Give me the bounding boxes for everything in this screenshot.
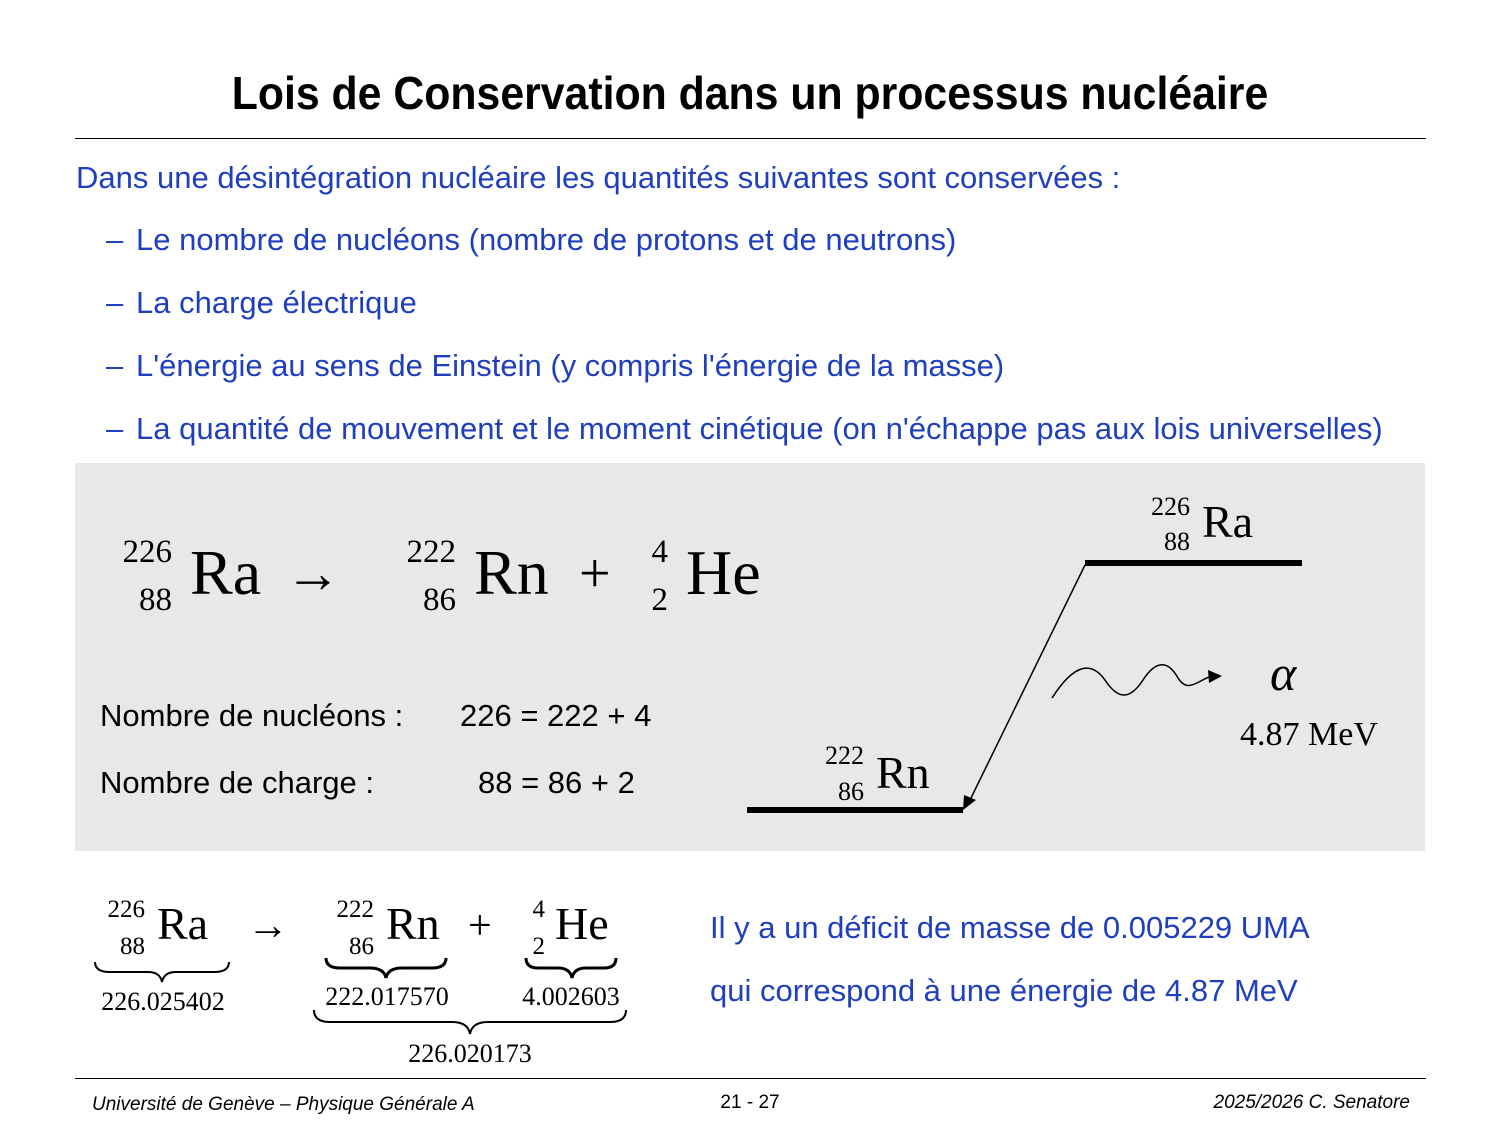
bullet-text: La quantité de mouvement et le moment ci… <box>136 411 1383 446</box>
plus-sign: + <box>579 543 611 605</box>
daughter-symbol: Rn <box>474 537 549 608</box>
alpha-mass-number: 4 <box>652 534 669 570</box>
nucleons-equation: 226 = 222 + 4 <box>460 698 652 733</box>
lower-level-mass-number: 222 <box>825 741 864 770</box>
upper-level-atomic-number: 88 <box>1164 527 1190 556</box>
emission-wave <box>1051 664 1213 699</box>
footer-institution: Université de Genève – Physique Générale… <box>92 1094 475 1115</box>
upper-level-mass-number: 226 <box>1151 492 1190 521</box>
upper-level-symbol: Ra <box>1202 496 1253 547</box>
parent-atomic-number: 88 <box>139 582 172 618</box>
main-reaction-equation: 226 88 Ra → 222 86 Rn + 4 2 He <box>123 534 761 618</box>
parent-mass-value: 226.025402 <box>101 987 225 1016</box>
bullet-text: L'énergie au sens de Einstein (y compris… <box>136 348 1005 383</box>
bullet-text: Le nombre de nucléons (nombre de protons… <box>136 222 957 257</box>
alpha-brace <box>524 957 618 979</box>
decay-transition-line <box>969 564 1086 801</box>
mass-deficit-text: Il y a un déficit de masse de 0.005229 U… <box>710 910 1310 945</box>
bottom-plus-sign: + <box>468 903 492 949</box>
title-divider <box>75 138 1426 139</box>
parent-symbol: Ra <box>190 537 261 608</box>
bottom-reaction-arrow: → <box>247 903 289 949</box>
products-brace <box>313 1009 627 1035</box>
bottom-daughter-mass-number: 222 <box>337 896 375 923</box>
energy-equivalent-text: qui correspond à une énergie de 4.87 MeV <box>710 973 1298 1008</box>
bottom-alpha-mass-number: 4 <box>533 896 546 923</box>
lower-level-atomic-number: 86 <box>838 777 864 806</box>
example-panel <box>75 463 1425 851</box>
bullet-item: – La quantité de mouvement et le moment c… <box>106 411 1383 446</box>
bullet-item: – Le nombre de nucléons (nombre de proton… <box>106 222 957 257</box>
bottom-alpha-symbol: He <box>555 898 609 949</box>
decay-energy-label: 4.87 MeV <box>1240 716 1378 753</box>
bottom-daughter-atomic-number: 86 <box>349 933 374 960</box>
daughter-mass-value: 222.017570 <box>325 982 449 1011</box>
bottom-parent-symbol: Ra <box>157 898 208 949</box>
parent-brace <box>94 961 230 983</box>
alpha-atomic-number: 2 <box>652 582 669 618</box>
emission-arrowhead <box>1208 670 1222 683</box>
bottom-daughter-symbol: Rn <box>386 898 440 949</box>
charge-label: Nombre de charge : <box>100 765 374 800</box>
decay-arrowhead <box>963 795 976 810</box>
bottom-parent-mass-number: 226 <box>108 896 146 923</box>
page-title: Lois de Conservation dans un processus n… <box>231 67 1269 119</box>
daughter-mass-number: 222 <box>407 534 457 570</box>
nucleons-label: Nombre de nucléons : <box>100 698 404 733</box>
mass-balance-equation: 226 88 Ra → 222 86 Rn + 4 2 He 226.02540… <box>94 896 627 1068</box>
footer-divider <box>75 1078 1426 1079</box>
reaction-arrow: → <box>285 543 341 605</box>
charge-equation: 88 = 86 + 2 <box>478 765 635 800</box>
alpha-particle-symbol: α <box>1270 645 1298 701</box>
alpha-symbol: He <box>686 537 761 608</box>
daughter-atomic-number: 86 <box>423 582 456 618</box>
bullet-item: – L'énergie au sens de Einstein (y compri… <box>106 348 1005 383</box>
daughter-brace <box>324 957 448 979</box>
bottom-alpha-atomic-number: 2 <box>533 933 546 960</box>
products-mass-sum: 226.020173 <box>408 1039 532 1068</box>
bullet-item: – La charge électrique <box>106 285 417 320</box>
alpha-mass-value: 4.002603 <box>522 982 620 1011</box>
page-number: 21 - 27 <box>720 1092 780 1113</box>
lower-level-symbol: Rn <box>876 747 930 798</box>
parent-mass-number: 226 <box>123 534 173 570</box>
energy-level-diagram: 226 88 Ra 222 86 Rn α 4.87 MeV <box>747 492 1378 813</box>
intro-text: Dans une désintégration nucléaire les qu… <box>76 160 1121 195</box>
footer-year-author: 2025/2026 C. Senatore <box>1213 1092 1411 1113</box>
bullet-text: La charge électrique <box>136 285 417 320</box>
bottom-parent-atomic-number: 88 <box>120 933 145 960</box>
